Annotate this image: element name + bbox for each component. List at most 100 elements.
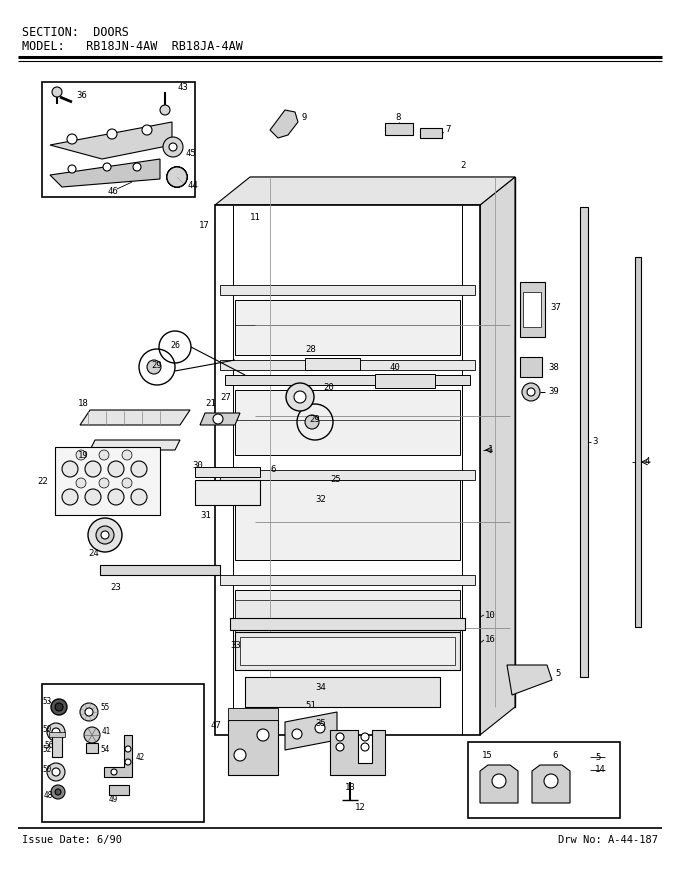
Circle shape [167,167,187,187]
Circle shape [294,391,306,403]
Bar [420,128,442,138]
Text: 39: 39 [548,387,559,397]
Text: 4: 4 [645,457,650,466]
Circle shape [167,167,187,187]
Bar [245,677,440,707]
Bar [220,360,475,370]
Bar [225,375,470,385]
Bar [86,743,98,753]
Circle shape [62,461,78,477]
Circle shape [47,763,65,781]
Circle shape [125,759,131,765]
Polygon shape [330,730,385,775]
Circle shape [125,746,131,752]
Circle shape [213,414,223,424]
Text: 29: 29 [309,416,320,425]
Text: Issue Date: 6/90: Issue Date: 6/90 [22,835,122,845]
Text: 1: 1 [488,446,494,455]
Text: 54: 54 [100,745,109,754]
Text: 31: 31 [200,511,211,520]
Bar [215,205,480,735]
Circle shape [107,129,117,139]
Circle shape [131,461,147,477]
Circle shape [52,87,62,97]
Polygon shape [480,177,515,735]
Circle shape [167,167,187,187]
Text: Drw No: A-44-187: Drw No: A-44-187 [558,835,658,845]
Circle shape [167,167,187,187]
Text: 50: 50 [42,724,51,733]
Bar [235,590,460,670]
Circle shape [133,163,141,171]
Polygon shape [285,712,337,750]
Text: 51: 51 [305,700,316,709]
Bar [220,470,475,480]
Circle shape [51,699,67,715]
Polygon shape [104,735,132,777]
Polygon shape [50,159,160,187]
Circle shape [315,723,325,733]
Circle shape [55,789,61,795]
Circle shape [85,489,101,505]
Circle shape [52,728,60,736]
Text: 33: 33 [230,641,241,650]
Text: 21: 21 [205,399,216,408]
Text: MODEL:   RB18JN-4AW  RB18JA-4AW: MODEL: RB18JN-4AW RB18JA-4AW [22,41,243,53]
Polygon shape [109,785,129,795]
Text: 34: 34 [315,684,326,692]
Circle shape [84,727,100,743]
Bar [52,735,62,757]
Circle shape [103,163,111,171]
Bar [55,447,160,515]
Circle shape [167,167,187,187]
Bar [635,257,641,627]
Text: 26: 26 [170,341,180,350]
Circle shape [76,478,86,488]
Bar [220,285,475,295]
Text: 6: 6 [552,750,558,759]
Text: 17: 17 [199,221,210,230]
Text: 49: 49 [109,795,118,804]
Circle shape [85,708,93,716]
Circle shape [336,743,344,751]
Circle shape [68,165,76,173]
Circle shape [67,134,77,144]
Text: 6: 6 [270,465,275,474]
Text: 3: 3 [592,438,597,447]
Circle shape [47,723,65,741]
Text: 24: 24 [88,549,99,559]
Bar [220,575,475,585]
Circle shape [55,703,63,711]
Bar [195,467,260,477]
Circle shape [62,489,78,505]
Text: 19: 19 [78,450,89,459]
Text: 12: 12 [355,804,366,813]
Text: 36: 36 [76,92,87,101]
Bar [228,708,278,720]
Bar [250,177,515,707]
Circle shape [361,733,369,741]
Bar [42,82,195,197]
Text: 20: 20 [323,383,334,392]
Bar [235,390,460,455]
Circle shape [527,388,535,396]
Polygon shape [480,765,518,803]
Circle shape [257,729,269,741]
Text: 45: 45 [185,149,196,158]
Text: 16: 16 [485,635,496,644]
Text: 13: 13 [345,782,356,791]
Bar [235,632,460,670]
Polygon shape [200,413,240,425]
Circle shape [492,774,506,788]
Circle shape [167,167,187,187]
Bar [235,480,460,560]
Bar [195,480,260,505]
Text: 9: 9 [302,114,307,123]
Circle shape [160,105,170,115]
Bar [42,684,204,822]
Circle shape [336,733,344,741]
Circle shape [544,774,558,788]
Text: 18: 18 [78,399,89,408]
Circle shape [292,729,302,739]
Bar [235,300,460,355]
